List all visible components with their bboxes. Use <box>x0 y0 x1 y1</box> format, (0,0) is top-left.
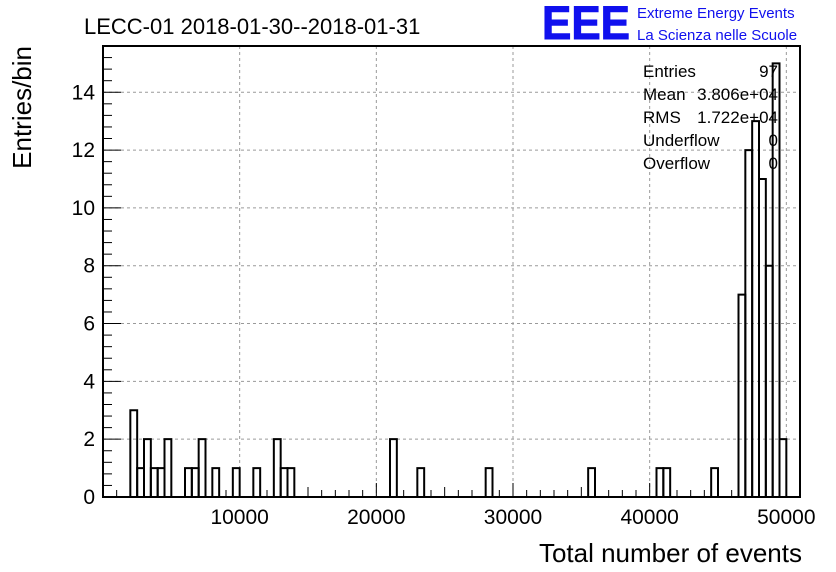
histogram-bin <box>751 120 760 497</box>
histogram-bin <box>587 467 596 497</box>
x-tick-label: 10000 <box>210 506 268 529</box>
y-tick-label: 10 <box>72 197 95 220</box>
stat-label: Entries <box>643 62 696 81</box>
histogram-bin <box>662 467 672 497</box>
histogram-bin <box>149 467 159 497</box>
stat-label: Underflow <box>643 131 720 150</box>
histogram-bin <box>279 467 289 497</box>
y-tick-label: 2 <box>83 428 95 451</box>
histogram-bin <box>163 438 173 497</box>
histogram-bin <box>778 438 788 497</box>
stat-value: 97 <box>759 62 778 81</box>
histogram-bin <box>771 62 781 497</box>
stat-value: 1.722e+04 <box>697 108 778 127</box>
x-tick-label: 20000 <box>347 506 405 529</box>
histogram-bin <box>252 467 262 497</box>
histogram-bin <box>136 467 145 497</box>
stats-box: Entries 97 Mean 3.806e+04 RMS 1.722e+04 Underf… <box>643 62 778 173</box>
histogram-bin <box>156 467 166 497</box>
stat-label: Overflow <box>643 154 711 173</box>
y-axis-ticks: 0 2 4 6 8 10 12 14 <box>72 57 121 509</box>
x-tick-label: 30000 <box>484 506 542 529</box>
chart-title: LECC-01 2018-01-30--2018-01-31 <box>84 14 420 39</box>
histogram-bin <box>143 438 152 497</box>
histogram-bin <box>129 409 139 497</box>
y-axis-label: Entries/bin <box>7 46 37 169</box>
y-tick-label: 8 <box>83 255 95 278</box>
x-tick-label: 50000 <box>757 506 815 529</box>
logo-line-1: Extreme Energy Events <box>637 5 795 22</box>
logo-line-2: La Scienza nelle Scuole <box>637 27 797 44</box>
histogram-bin <box>211 467 221 497</box>
histogram-bin <box>231 467 241 497</box>
y-tick-label: 4 <box>83 370 95 393</box>
histogram-bin <box>484 467 494 497</box>
y-tick-label: 12 <box>72 139 95 162</box>
histogram-bin <box>197 438 207 497</box>
stat-value: 3.806e+04 <box>697 85 778 104</box>
y-tick-label: 0 <box>83 486 95 509</box>
grid-lines <box>103 46 800 497</box>
histogram-bars <box>129 62 788 498</box>
histogram-bin <box>272 438 282 497</box>
plot-frame <box>102 45 801 498</box>
histogram-bin <box>184 467 193 497</box>
stat-label: Mean <box>643 85 686 104</box>
eee-logo: EEE Extreme Energy Events La Scienza nel… <box>542 0 798 50</box>
histogram-bin <box>758 177 767 497</box>
stat-label: RMS <box>643 108 681 127</box>
stat-value: 0 <box>769 154 778 173</box>
y-tick-label: 14 <box>72 81 96 104</box>
y-tick-label: 6 <box>83 313 95 336</box>
x-axis-ticks: 10000 20000 30000 40000 50000 <box>116 483 816 529</box>
eee-logo-mark: EEE <box>542 0 630 49</box>
x-tick-label: 40000 <box>620 506 678 529</box>
histogram-bin <box>389 438 398 497</box>
histogram-bin <box>416 467 426 497</box>
histogram-bin <box>190 467 200 497</box>
histogram-bin <box>710 467 719 497</box>
histogram-bin <box>655 467 665 497</box>
stat-value: 0 <box>769 131 778 150</box>
histogram-bin <box>286 467 296 497</box>
histogram-bin <box>737 293 747 497</box>
x-axis-label: Total number of events <box>539 538 802 568</box>
